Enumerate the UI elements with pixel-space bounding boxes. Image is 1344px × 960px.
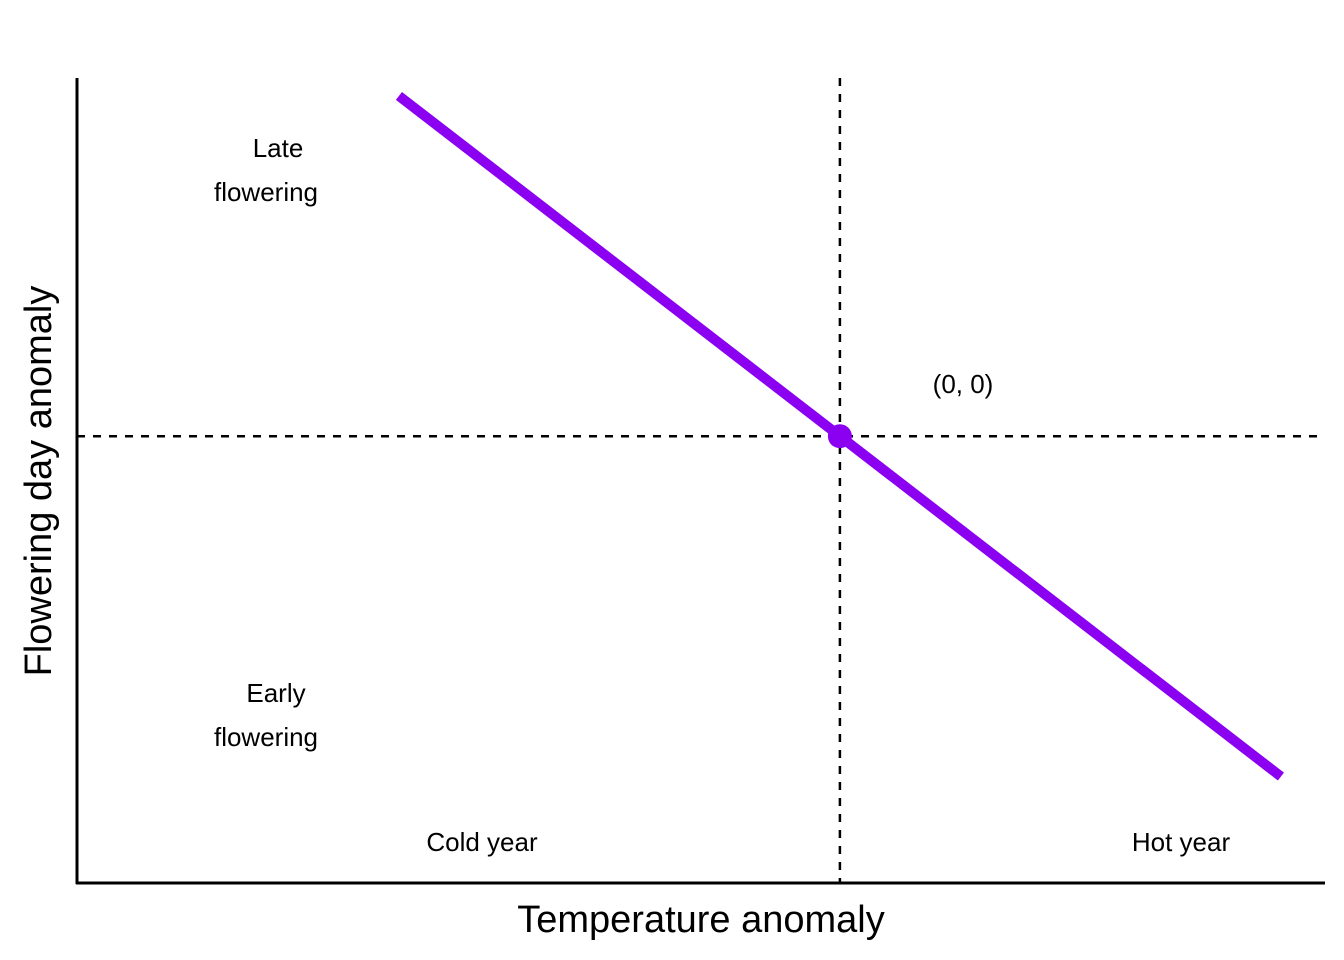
- late-flowering-label-line2: flowering: [214, 177, 318, 207]
- cold-year-label: Cold year: [426, 827, 538, 857]
- origin-point: [827, 424, 852, 449]
- late-flowering-label-line1: Late: [253, 133, 304, 163]
- early-flowering-label-line1: Early: [246, 678, 305, 708]
- early-flowering-label-line2: flowering: [214, 722, 318, 752]
- origin-label: (0, 0): [933, 369, 994, 399]
- y-axis-title: Flowering day anomaly: [18, 286, 60, 677]
- hot-year-label: Hot year: [1132, 827, 1231, 857]
- x-axis-title: Temperature anomaly: [517, 899, 885, 941]
